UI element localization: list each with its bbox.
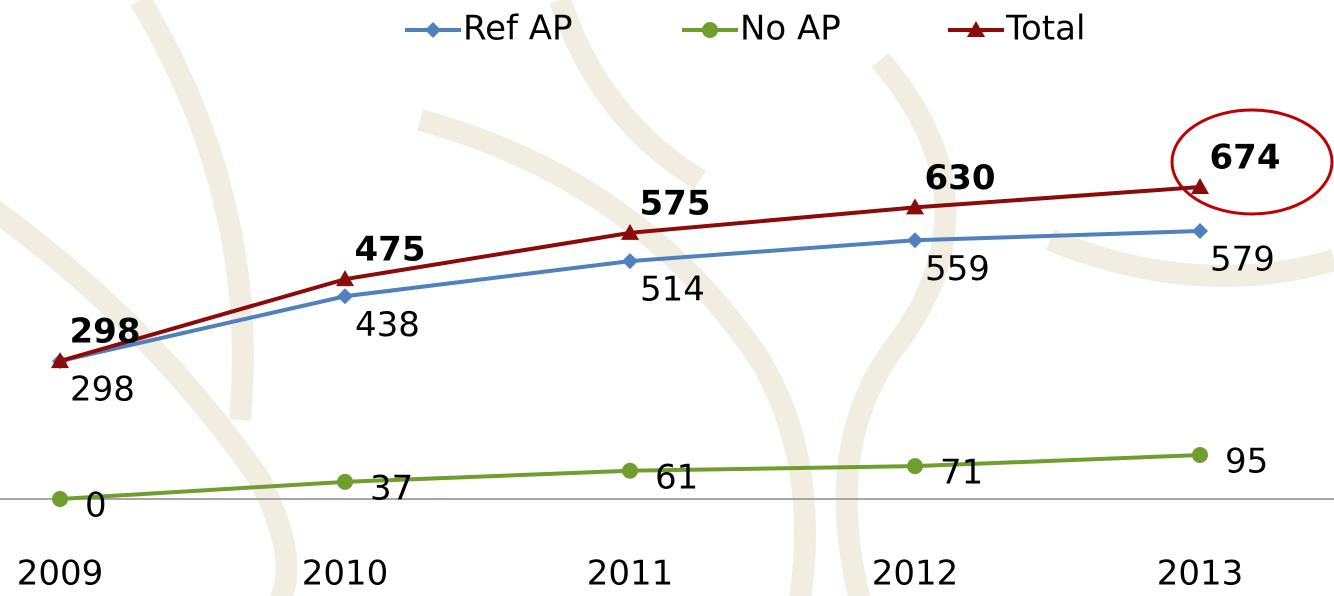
data-point	[1192, 447, 1208, 463]
data-label: 514	[640, 270, 705, 310]
data-point	[337, 474, 353, 490]
data-label: 575	[640, 183, 711, 223]
leaf	[420, 120, 805, 596]
data-point	[1192, 223, 1208, 239]
page: 2009 2010 2011 2012 2013 Ref AP No AP Total 298 4…	[0, 0, 1334, 596]
chart: 2009 2010 2011 2012 2013 Ref AP No AP Total 298 4…	[0, 0, 1334, 596]
legend-label: Ref AP	[463, 9, 573, 49]
data-point	[622, 253, 638, 269]
data-label: 475	[355, 230, 426, 270]
data-label: 37	[370, 468, 413, 508]
x-tick-label: 2013	[1157, 554, 1244, 594]
x-tick-label: 2012	[872, 554, 959, 594]
data-label: 95	[1225, 442, 1268, 482]
data-label: 630	[925, 158, 996, 198]
leaf	[1050, 240, 1334, 276]
data-label: 298	[70, 370, 135, 410]
legend-item: Total	[948, 9, 1085, 49]
data-label: 298	[70, 312, 141, 352]
legend-label: Total	[1005, 9, 1085, 49]
leaf	[560, 0, 700, 180]
data-label: 579	[1210, 240, 1275, 280]
data-point	[907, 232, 923, 248]
data-point	[622, 463, 638, 479]
x-tick-label: 2011	[587, 554, 674, 594]
x-tick-label: 2010	[302, 554, 389, 594]
data-label: 61	[655, 457, 698, 497]
x-tick-label: 2009	[17, 554, 104, 594]
legend-marker	[425, 22, 441, 38]
legend-label: No AP	[740, 9, 841, 49]
legend-item: No AP	[682, 9, 841, 49]
legend-marker	[702, 22, 718, 38]
data-label: 0	[85, 486, 107, 526]
data-point	[337, 288, 353, 304]
data-point	[907, 458, 923, 474]
leaf	[847, 60, 946, 596]
data-label: 438	[355, 305, 420, 345]
data-point	[52, 491, 68, 507]
data-label: 674	[1210, 138, 1281, 178]
legend-item: Ref AP	[405, 9, 573, 49]
data-label: 559	[925, 249, 990, 289]
data-label: 71	[940, 453, 983, 493]
